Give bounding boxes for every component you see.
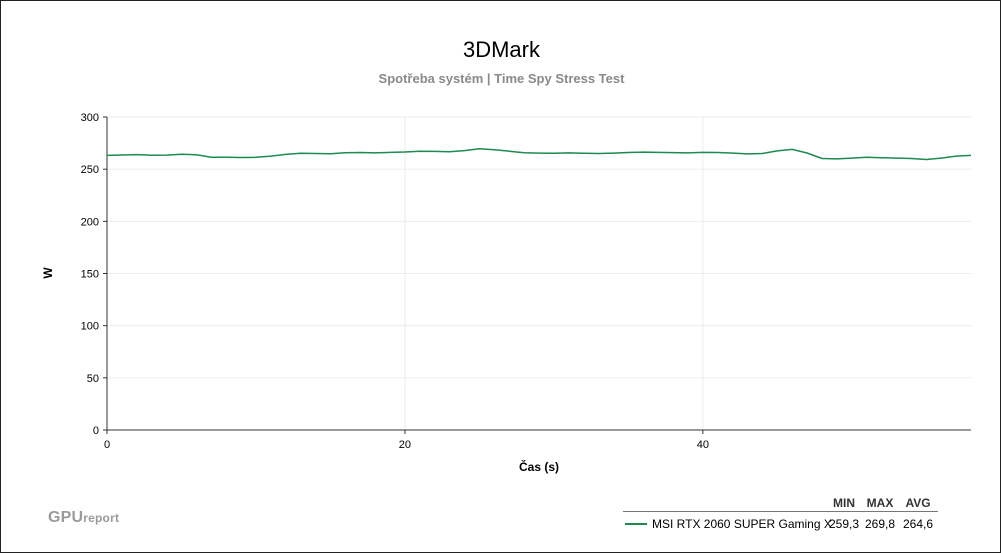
logo-main: GPU	[48, 509, 84, 526]
legend-divider	[623, 511, 938, 512]
legend-series-name: MSI RTX 2060 SUPER Gaming X	[652, 517, 832, 531]
gpureport-logo: GPUreport	[48, 509, 119, 527]
legend-header-max: MAX	[866, 496, 894, 510]
y-tick-label: 250	[81, 164, 99, 176]
y-tick-label: 100	[81, 321, 99, 333]
legend-max-value: 269,8	[864, 517, 896, 531]
y-tick-label: 50	[87, 373, 99, 385]
legend-min-value: 259,3	[828, 517, 860, 531]
legend-avg-value: 264,6	[902, 517, 934, 531]
x-tick-label: 40	[697, 439, 709, 451]
grid-lines	[107, 116, 971, 430]
legend-header-min: MIN	[833, 496, 855, 510]
y-tick-label: 200	[81, 216, 99, 228]
legend-header-avg: AVG	[905, 496, 931, 510]
chart-title: 3DMark	[462, 37, 540, 62]
logo-sub: report	[83, 511, 120, 525]
x-tick-label: 0	[104, 439, 110, 451]
y-axis-label: W	[41, 267, 55, 279]
series-lines	[106, 148, 972, 161]
y-tick-label: 150	[81, 269, 99, 281]
x-tick-label: 20	[399, 439, 411, 451]
axes	[103, 116, 971, 434]
x-axis-label: Čas (s)	[519, 459, 559, 474]
legend-series-swatch	[625, 523, 647, 525]
y-tick-label: 0	[93, 425, 99, 437]
tick-labels: 0 50 100 150 200 250 300 0 20 40	[81, 112, 709, 451]
chart-subtitle: Spotřeba systém | Time Spy Stress Test	[378, 71, 625, 86]
series-line-0	[106, 148, 972, 161]
y-tick-label: 300	[81, 112, 99, 124]
